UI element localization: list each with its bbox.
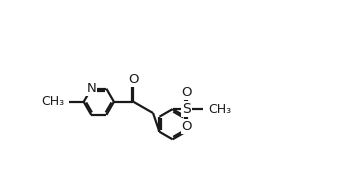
Text: O: O [182,120,192,133]
Text: CH₃: CH₃ [208,103,231,116]
Text: O: O [128,73,139,86]
Text: S: S [183,102,191,116]
Text: N: N [86,82,96,95]
Text: O: O [182,86,192,99]
Text: CH₃: CH₃ [41,95,65,108]
